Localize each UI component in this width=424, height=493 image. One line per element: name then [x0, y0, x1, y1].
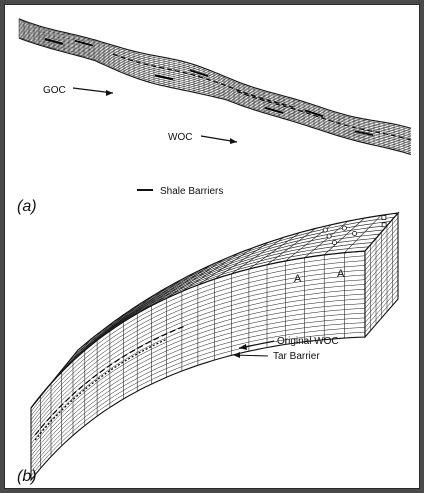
- tar-barrier-arrowhead: [233, 352, 240, 358]
- shale-barrier: [264, 106, 284, 114]
- woc-label: WOC: [168, 132, 192, 143]
- shale-barrier: [304, 109, 324, 117]
- grid-a-layer-line: [18, 35, 412, 152]
- grid-a-layer-line: [18, 18, 412, 129]
- grid-b-top-column: [323, 217, 365, 256]
- well-symbol: [322, 227, 328, 233]
- grid-b-top-column: [137, 272, 196, 314]
- panel-b-tag: (b): [17, 468, 37, 485]
- shale-barrier: [74, 40, 94, 47]
- grid-a-layer-line: [18, 19, 412, 131]
- well-marker-a-1: A: [294, 273, 302, 285]
- goc-label: GOC: [43, 85, 66, 96]
- grid-b-top-column: [72, 311, 129, 362]
- shale-barrier: [354, 130, 374, 136]
- grid-b-top-column: [181, 252, 239, 292]
- grid-a-layer-line: [18, 28, 412, 143]
- goc-contact-line: [112, 53, 294, 108]
- grid-b-top-column: [231, 237, 285, 275]
- well-symbol-square: [381, 215, 387, 220]
- reservoir-grid-a: [18, 18, 414, 155]
- grid-a-layer-line: [18, 31, 412, 146]
- grid-b-top-column: [304, 220, 348, 258]
- grid-b-top-column: [197, 247, 254, 286]
- grid-a-layer-line: [18, 37, 412, 155]
- well-marker-a-2: A: [337, 268, 345, 280]
- grid-b-top-column: [40, 339, 91, 396]
- grid-b-top-column: [166, 259, 225, 299]
- well-symbol: [326, 233, 332, 239]
- shale-barrier: [44, 38, 64, 45]
- original-woc-line: [34, 326, 184, 436]
- original-woc-label: Original WOC: [277, 336, 339, 347]
- shale-barrier: [189, 69, 209, 77]
- tar-barrier-label: Tar Barrier: [273, 351, 320, 362]
- original-woc-arrowhead: [239, 344, 247, 350]
- grid-a-layer-line: [18, 30, 412, 145]
- well-symbol-square: [381, 222, 387, 228]
- grid-b-top-column: [50, 329, 103, 384]
- grid-a-layer-line: [18, 22, 412, 134]
- well-symbol: [352, 230, 358, 236]
- goc-arrowhead: [106, 90, 113, 96]
- grid-b-top-column: [84, 302, 142, 351]
- grid-b-top-column: [123, 279, 182, 323]
- reservoir-grid-b: [30, 211, 400, 482]
- grid-b-top-column: [96, 294, 155, 341]
- grid-a-layer-line: [18, 21, 412, 133]
- grid-a-layer-line: [18, 26, 412, 140]
- grid-a-layer-line: [18, 27, 412, 141]
- reservoir-grid-diagram: GOC WOC Shale Barriers (a) Original WOC …: [17, 18, 414, 485]
- figure-panel: GOC WOC Shale Barriers (a) Original WOC …: [4, 4, 420, 489]
- grid-b-top-column: [151, 265, 210, 306]
- grid-a-layer-line: [18, 32, 412, 148]
- grid-b-top-column: [109, 286, 168, 332]
- well-symbol: [331, 240, 337, 246]
- woc-contact-line: [236, 91, 414, 142]
- grid-a-layer-line: [18, 36, 412, 153]
- grid-a-layer-line: [18, 33, 412, 150]
- woc-arrowhead: [230, 138, 237, 144]
- panel-a-tag: (a): [17, 198, 37, 215]
- well-symbol: [341, 225, 347, 231]
- grid-b-top-column: [266, 228, 316, 265]
- grid-b-top-column: [61, 320, 116, 373]
- shale-barrier-legend-label: Shale Barriers: [160, 186, 223, 197]
- grid-b-top-column: [214, 241, 269, 280]
- shale-barrier: [154, 74, 174, 81]
- grid-b-top-column: [248, 232, 300, 270]
- grid-a-layer-line: [18, 23, 412, 136]
- grid-b-top-column: [344, 215, 382, 253]
